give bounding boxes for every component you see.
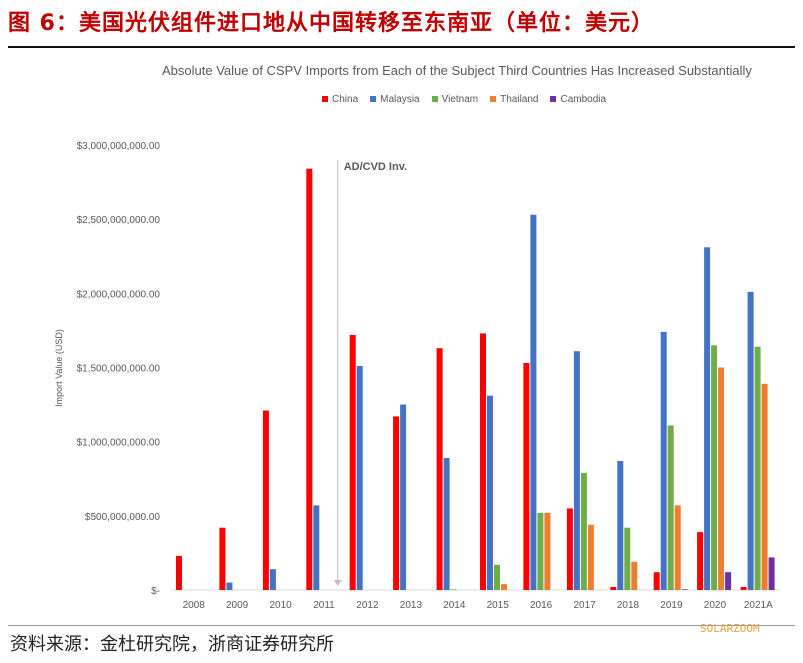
- legend-swatch-cambodia: [550, 96, 557, 102]
- legend-swatch-china: [322, 96, 328, 102]
- bar-vietnam-2017: [580, 472, 587, 590]
- bar-malaysia-2012: [356, 366, 363, 590]
- y-axis-label: Import Value (USD): [54, 329, 64, 407]
- bar-china-2018: [610, 587, 617, 590]
- bar-vietnam-2018: [624, 527, 631, 590]
- x-tick-label: 2009: [226, 600, 249, 611]
- bar-thailand-2017: [587, 524, 594, 590]
- x-tick-label: 2014: [443, 600, 466, 611]
- y-tick-label: $-: [151, 586, 160, 597]
- bar-malaysia-2017: [573, 351, 580, 590]
- title-rule: [8, 46, 795, 48]
- legend-label-malaysia: Malaysia: [380, 93, 420, 105]
- bar-cambodia-2021a: [768, 557, 775, 590]
- y-tick-label: $2,000,000,000.00: [77, 289, 161, 300]
- legend-item-vietnam: Vietnam: [431, 93, 479, 105]
- legend-label-vietnam: Vietnam: [441, 93, 479, 105]
- x-tick-label: 2016: [530, 600, 553, 611]
- legend-item-thailand: Thailand: [490, 94, 538, 105]
- legend-swatch-malaysia: [370, 96, 377, 102]
- bar-malaysia-2009: [226, 582, 233, 590]
- legend-label-cambodia: Cambodia: [560, 93, 607, 105]
- x-tick-label: 2019: [660, 600, 683, 611]
- x-tick-label: 2021A: [744, 600, 773, 611]
- bar-china-2014: [436, 348, 443, 590]
- bar-china-2009: [219, 527, 226, 590]
- x-tick-label: 2020: [704, 600, 727, 611]
- figure-title: 图 6：美国光伏组件进口地从中国转移至东南亚（单位：美元）: [8, 11, 654, 36]
- y-tick-label: $1,000,000,000.00: [77, 438, 161, 449]
- bar-malaysia-2010: [269, 569, 276, 590]
- bar-thailand-2018: [631, 561, 638, 590]
- bar-malaysia-2021a: [747, 291, 754, 590]
- bar-malaysia-2020: [704, 247, 711, 591]
- chart-legend: China Malaysia Vietnam Thailand Cambodia: [322, 92, 606, 106]
- bar-malaysia-2014: [443, 458, 450, 590]
- y-tick-label: $1,500,000,000.00: [77, 364, 161, 375]
- x-tick-label: 2011: [313, 600, 335, 611]
- annotation-arrow: [333, 580, 342, 586]
- x-tick-label: 2010: [269, 600, 292, 611]
- bar-china-2021a: [740, 587, 747, 590]
- legend-item-china: China: [322, 94, 358, 105]
- bar-china-2020: [697, 532, 704, 590]
- legend-swatch-vietnam: [431, 96, 438, 102]
- x-tick-label: 2018: [617, 600, 640, 611]
- legend-label-china: China: [332, 93, 359, 105]
- watermark: SOLARZOOM: [700, 622, 760, 635]
- bar-thailand-2016: [544, 512, 551, 590]
- bar-vietnam-2016: [537, 512, 544, 590]
- bar-thailand-2020: [718, 367, 725, 590]
- bar-vietnam-2015: [494, 564, 500, 590]
- y-tick-label: $2,500,000,000.00: [77, 215, 161, 226]
- bar-chart: $- $500,000,000.00 $1,000,000,000.00 $1,500…: [54, 141, 780, 611]
- y-tick-label: $500,000,000.00: [85, 512, 161, 523]
- bar-vietnam-2014: [450, 589, 457, 590]
- bar-malaysia-2011: [313, 505, 320, 590]
- x-tick-label: 2015: [487, 600, 510, 611]
- x-tick-label: 2017: [573, 600, 596, 611]
- x-tick-label: 2012: [356, 600, 379, 611]
- bar-china-2016: [523, 363, 530, 590]
- x-tick-label: 2013: [400, 600, 423, 611]
- bar-thailand-2015: [501, 584, 507, 590]
- legend-item-cambodia: Cambodia: [550, 94, 606, 105]
- bar-china-2008: [176, 555, 182, 590]
- bar-china-2010: [262, 410, 269, 590]
- legend-label-thailand: Thailand: [500, 93, 539, 105]
- bar-malaysia-2018: [617, 461, 624, 590]
- bar-vietnam-2019: [667, 425, 674, 590]
- bar-malaysia-2016: [530, 214, 537, 590]
- chart-title: Absolute Value of CSPV Imports from Each…: [162, 63, 752, 78]
- y-tick-label: $3,000,000,000.00: [77, 141, 161, 152]
- bar-vietnam-2021a: [754, 346, 761, 590]
- bar-china-2017: [566, 508, 573, 590]
- bar-cambodia-2020: [725, 572, 732, 590]
- bar-china-2013: [393, 416, 400, 590]
- bar-malaysia-2015: [487, 395, 493, 590]
- bar-malaysia-2013: [400, 404, 407, 590]
- legend-swatch-thailand: [490, 96, 497, 102]
- bar-china-2011: [306, 168, 313, 590]
- bar-china-2015: [480, 333, 486, 590]
- annotation-label: AD/CVD Inv.: [344, 161, 407, 173]
- bar-malaysia-2019: [660, 331, 667, 590]
- source-rule: [8, 625, 795, 626]
- bar-china-2019: [653, 572, 660, 590]
- x-tick-label: 2008: [183, 600, 206, 611]
- bar-cambodia-2019: [681, 589, 688, 590]
- source-note: 资料来源：金杜研究院，浙商证券研究所: [10, 634, 334, 655]
- legend-item-malaysia: Malaysia: [370, 93, 420, 105]
- bar-thailand-2021a: [761, 383, 768, 590]
- bar-vietnam-2020: [711, 345, 718, 591]
- bar-thailand-2019: [674, 505, 681, 590]
- bar-china-2012: [349, 334, 356, 590]
